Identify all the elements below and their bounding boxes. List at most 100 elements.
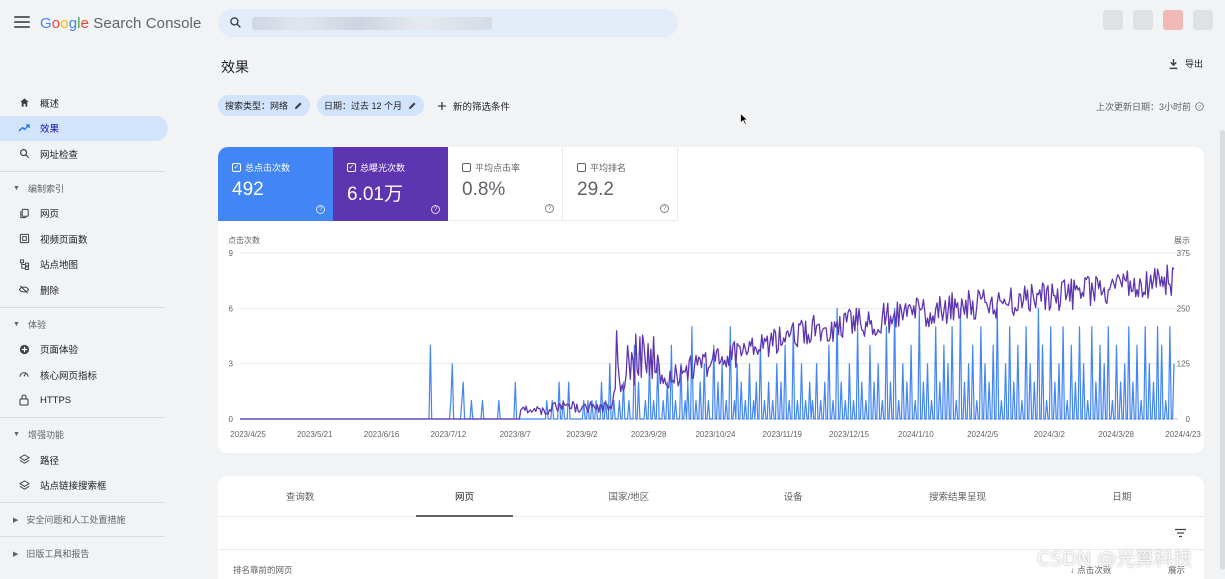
video-pages-icon xyxy=(18,233,30,245)
help-icon[interactable]: ? xyxy=(316,205,325,214)
removals-icon xyxy=(18,284,30,296)
section-experience[interactable]: ▼ 体验 xyxy=(0,312,180,337)
sidebar: 概述 效果 网址检查 ▼ 编制索引 网页 视频页面数 站点地图 删除 ▼ 体验 页面… xyxy=(0,90,180,566)
help-icon[interactable]: ? xyxy=(660,204,669,213)
sidebar-item-breadcrumbs[interactable]: 路径 xyxy=(0,447,168,473)
help-icon[interactable]: ? xyxy=(431,205,440,214)
sidebar-item-label: 网址检查 xyxy=(40,149,79,161)
home-icon xyxy=(18,97,30,109)
metric-average-position[interactable]: 平均排名 29.2 ? xyxy=(563,147,678,221)
edit-icon xyxy=(409,102,416,109)
new-filter-button[interactable]: 新的筛选条件 xyxy=(431,99,510,113)
y-tick-label-left: 3 xyxy=(229,360,234,369)
checkbox-unchecked-icon xyxy=(577,163,586,172)
sidebar-item-label: 效果 xyxy=(40,124,60,136)
section-security[interactable]: ▶ 安全问题和人工处置措施 xyxy=(0,507,180,532)
column-header-impressions[interactable]: 展示 xyxy=(1168,565,1186,575)
help-icon[interactable]: ? xyxy=(545,204,554,213)
sidebar-item-sitemaps[interactable]: 站点地图 xyxy=(0,252,168,278)
metric-label: ✓ 总曝光次数 xyxy=(347,161,405,174)
gauge-icon xyxy=(18,369,30,381)
sidebar-item-performance[interactable]: 效果 xyxy=(0,115,168,141)
sidebar-item-video-pages[interactable]: 视频页面数 xyxy=(0,226,168,252)
sidebar-item-label: 核心网页指标 xyxy=(40,370,98,382)
sidebar-item-overview[interactable]: 概述 xyxy=(0,90,168,116)
x-tick-label: 2023/10/24 xyxy=(695,430,736,439)
page-title: 效果 xyxy=(221,59,249,75)
x-tick-label: 2023/8/7 xyxy=(500,430,532,439)
metric-value: 0.8% xyxy=(462,179,506,200)
date-chip[interactable]: 日期：过去 12 个月 xyxy=(317,95,425,116)
filter-list-icon[interactable] xyxy=(1174,528,1187,538)
sidebar-item-url-inspection[interactable]: 网址检查 xyxy=(0,141,168,167)
impressions-series-line xyxy=(240,264,1175,420)
section-label: 旧版工具和报告 xyxy=(26,549,90,559)
export-button[interactable]: 导出 xyxy=(1168,57,1203,70)
breadcrumbs-icon xyxy=(18,454,30,466)
caret-right-icon: ▶ xyxy=(13,516,19,524)
sidebar-item-pages[interactable]: 网页 xyxy=(0,201,168,227)
section-indexing[interactable]: ▼ 编制索引 xyxy=(0,176,180,201)
x-tick-label: 2023/4/25 xyxy=(230,430,266,439)
x-tick-label: 2024/3/28 xyxy=(1098,430,1134,439)
metric-total-impressions[interactable]: ✓ 总曝光次数 6.01万 ? xyxy=(333,147,448,221)
avatar[interactable] xyxy=(1193,10,1213,30)
svg-text:?: ? xyxy=(1198,104,1201,110)
metric-average-ctr[interactable]: 平均点击率 0.8% ? xyxy=(448,147,563,221)
dimension-tabs: 查询数 网页 国家/地区 设备 搜索结果呈现 日期 xyxy=(218,476,1204,517)
tab-0[interactable]: 查询数 xyxy=(285,492,315,503)
x-tick-label: 2024/3/2 xyxy=(1034,430,1066,439)
sidebar-item-label: 概述 xyxy=(40,98,60,110)
y-tick-label-right: 0 xyxy=(1186,415,1191,424)
sidebar-item-label: 视频页面数 xyxy=(40,234,88,246)
apps-icon[interactable] xyxy=(1103,10,1123,30)
checkbox-checked-icon: ✓ xyxy=(347,163,356,172)
app-logo[interactable]: Google Search Console xyxy=(40,15,202,32)
redacted-property-url xyxy=(252,17,492,30)
x-tick-label: 2023/9/2 xyxy=(566,430,598,439)
caret-right-icon: ▶ xyxy=(13,550,19,558)
metric-value: 492 xyxy=(232,179,264,200)
tab-4[interactable]: 搜索结果呈现 xyxy=(928,492,986,503)
search-icon xyxy=(18,148,30,160)
last-updated-text: 上次更新日期：3小时前 xyxy=(1096,102,1192,112)
sidebar-item-https[interactable]: HTTPS xyxy=(0,388,168,414)
column-header-clicks[interactable]: ↓ 点击次数 xyxy=(1070,564,1111,576)
metric-total-clicks[interactable]: ✓ 总点击次数 492 ? xyxy=(218,147,333,221)
help-icon[interactable] xyxy=(1163,10,1183,30)
notifications-icon[interactable] xyxy=(1133,10,1153,30)
account-area[interactable] xyxy=(1103,10,1213,30)
chip-label: 日期：过去 12 个月 xyxy=(324,101,403,111)
x-tick-label: 2024/1/10 xyxy=(898,430,934,439)
tab-2[interactable]: 国家/地区 xyxy=(608,492,650,503)
menu-icon[interactable] xyxy=(14,16,30,28)
tab-5[interactable]: 日期 xyxy=(1112,492,1132,503)
search-type-chip[interactable]: 搜索类型：网络 xyxy=(218,95,311,116)
page-scrollbar[interactable] xyxy=(1220,130,1225,570)
metric-value: 6.01万 xyxy=(347,184,403,205)
tab-1[interactable]: 网页 xyxy=(382,476,546,517)
sidebar-item-removals[interactable]: 删除 xyxy=(0,277,168,303)
x-tick-label: 2023/6/16 xyxy=(364,430,400,439)
y-tick-label-right: 250 xyxy=(1177,304,1191,313)
y-axis-title-left: 点击次数 xyxy=(228,235,260,245)
trending-up-icon xyxy=(18,122,30,134)
sidebar-item-label: 删除 xyxy=(40,285,60,297)
performance-chart[interactable]: 点击次数 展示 9 375 6 250 3 125 0 0 2023/4/25 2023/5/21 20… xyxy=(218,231,1204,451)
help-icon[interactable]: ? xyxy=(1195,102,1204,111)
section-enhancements[interactable]: ▼ 增强功能 xyxy=(0,422,180,447)
metric-label: 平均点击率 xyxy=(462,161,520,174)
y-tick-label-left: 6 xyxy=(229,304,234,313)
column-header-page[interactable]: 排名靠前的网页 xyxy=(233,565,293,575)
section-legacy-tools[interactable]: ▶ 旧版工具和报告 xyxy=(0,541,180,566)
search-input[interactable] xyxy=(218,9,678,37)
caret-down-icon: ▼ xyxy=(13,184,20,192)
sidebar-item-page-experience[interactable]: 页面体验 xyxy=(0,337,168,363)
sidebar-item-sitelinks-searchbox[interactable]: 站点链接搜索框 xyxy=(0,473,168,499)
x-tick-label: 2023/5/21 xyxy=(297,430,333,439)
x-tick-label: 2024/2/5 xyxy=(967,430,999,439)
tab-3[interactable]: 设备 xyxy=(783,492,803,503)
sidebar-item-label: 网页 xyxy=(40,209,60,221)
x-tick-label: 2023/7/12 xyxy=(431,430,467,439)
sidebar-item-core-web-vitals[interactable]: 核心网页指标 xyxy=(0,362,168,388)
